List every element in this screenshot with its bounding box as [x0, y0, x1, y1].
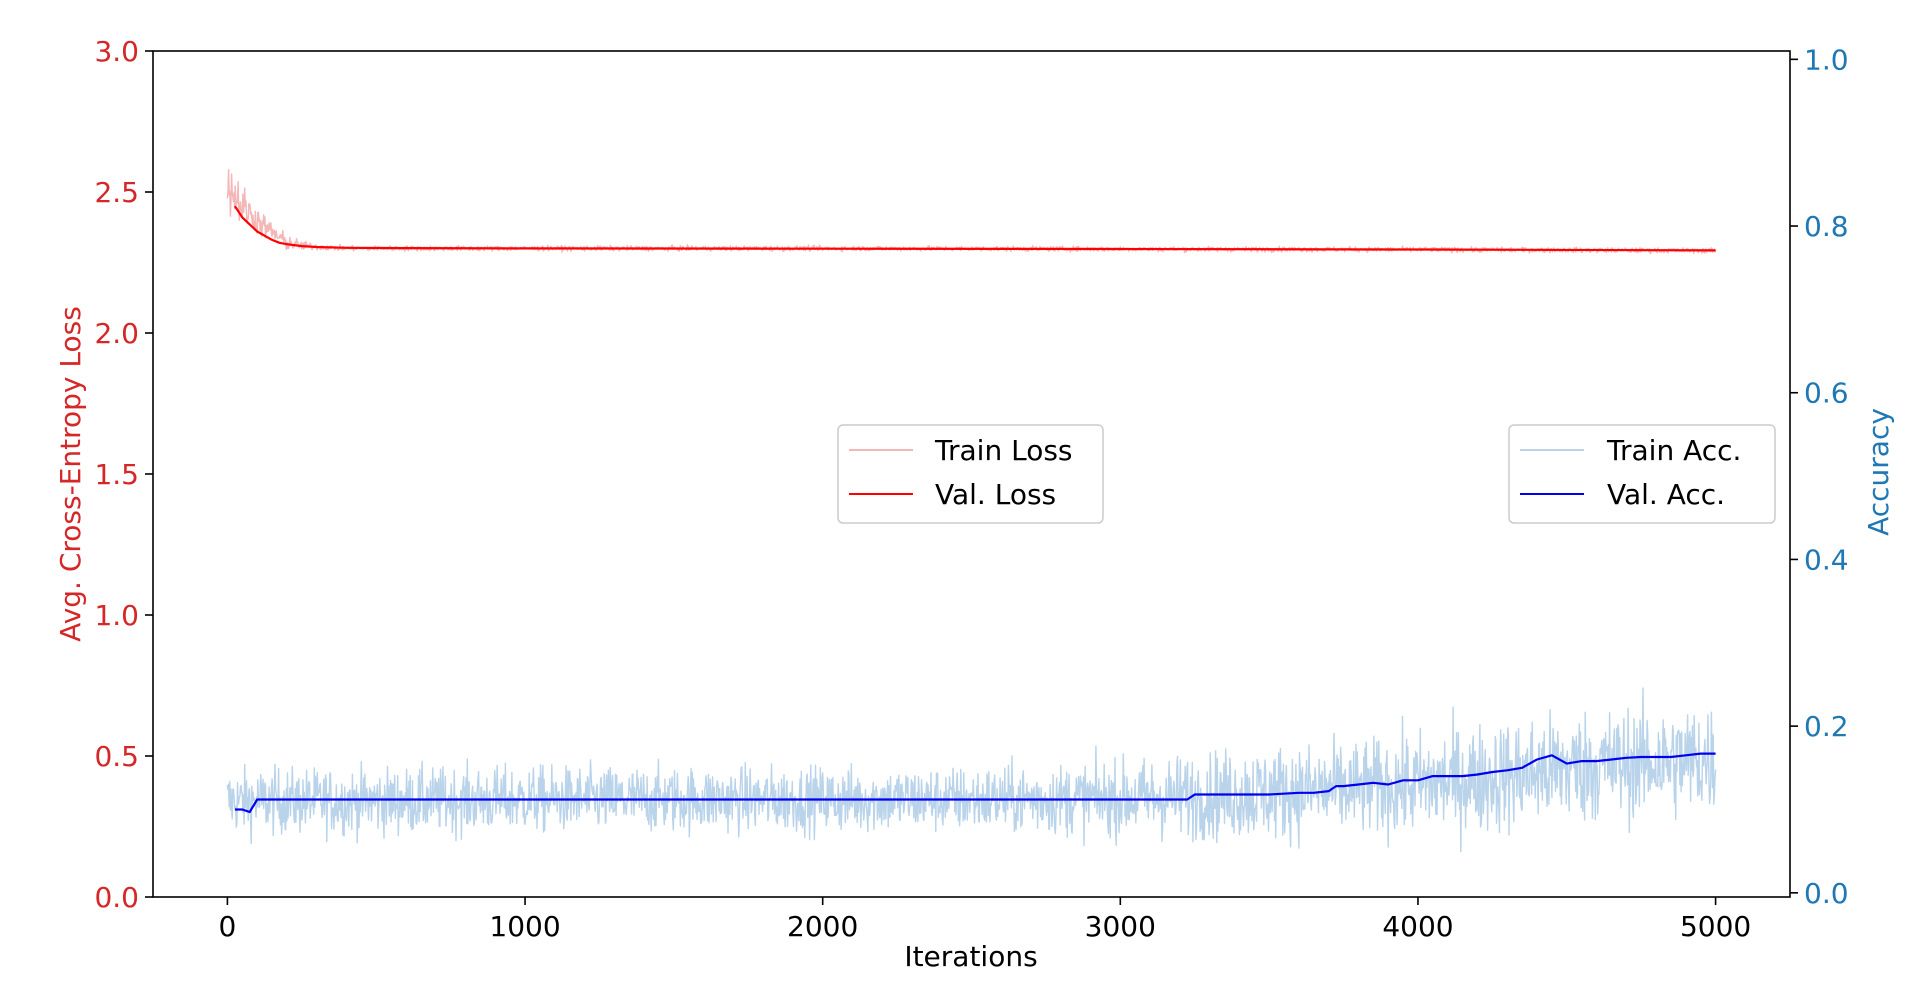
legend-label-val-loss: Val. Loss: [935, 478, 1056, 511]
accuracy-legend: Train Acc. Val. Acc.: [1508, 424, 1776, 524]
y-right-tick-label: 0.0: [1804, 877, 1849, 910]
y-right-axis-ticks: 0.0 0.2 0.4 0.6 0.8 1.0: [1790, 43, 1849, 910]
y-left-tick-label: 1.0: [94, 599, 139, 632]
y-left-tick-label: 1.5: [94, 458, 139, 491]
legend-label-val-acc: Val. Acc.: [1607, 478, 1725, 511]
y-right-tick-label: 0.4: [1804, 543, 1849, 576]
x-tick-label: 1000: [489, 910, 560, 943]
y-left-axis-ticks: 0.0 0.5 1.0 1.5 2.0 2.5 3.0: [94, 35, 153, 914]
plot-series: [226, 169, 1717, 853]
y-left-tick-label: 2.5: [94, 176, 139, 209]
y-right-tick-label: 0.6: [1804, 377, 1849, 410]
y-left-tick-label: 0.5: [94, 740, 139, 773]
series-train-acc-line: [226, 687, 1717, 853]
legend-label-train-acc: Train Acc.: [1606, 434, 1741, 467]
series-val-acc-line: [234, 752, 1716, 814]
x-tick-label: 0: [218, 910, 236, 943]
y-left-axis-title: Avg. Cross-Entropy Loss: [54, 306, 87, 642]
x-tick-label: 3000: [1085, 910, 1156, 943]
x-axis-title: Iterations: [904, 940, 1037, 973]
y-left-tick-label: 2.0: [94, 317, 139, 350]
x-tick-label: 4000: [1382, 910, 1453, 943]
y-right-tick-label: 0.8: [1804, 210, 1849, 243]
y-right-tick-label: 1.0: [1804, 43, 1849, 76]
y-right-axis-title: Accuracy: [1862, 408, 1895, 536]
series-val-loss-line: [233, 205, 1716, 252]
loss-legend: Train Loss Val. Loss: [837, 424, 1104, 524]
y-right-tick-label: 0.2: [1804, 710, 1849, 743]
legend-label-train-loss: Train Loss: [934, 434, 1073, 467]
x-axis-ticks: 0 1000 2000 3000 4000 5000: [218, 897, 1751, 943]
y-left-tick-label: 0.0: [94, 881, 139, 914]
x-tick-label: 5000: [1680, 910, 1751, 943]
y-left-tick-label: 3.0: [94, 35, 139, 68]
x-tick-label: 2000: [787, 910, 858, 943]
